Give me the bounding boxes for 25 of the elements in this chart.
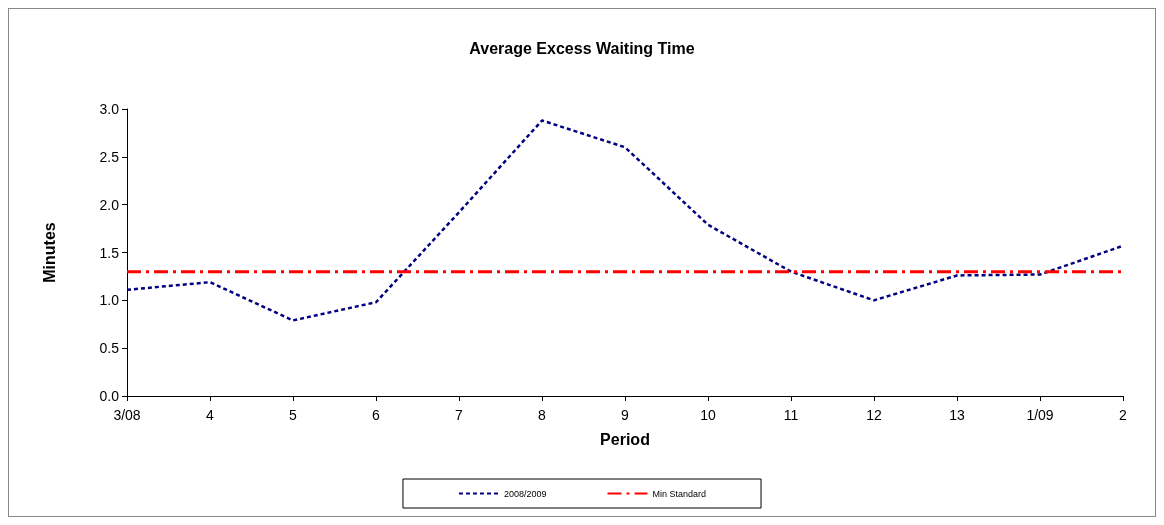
x-tick-label: 8 — [538, 407, 547, 423]
x-tick-label: 10 — [700, 407, 716, 423]
x-tick-label: 7 — [455, 407, 464, 423]
y-tick-label: 0.0 — [99, 388, 120, 404]
y-axis-title: Minutes — [40, 222, 58, 283]
x-axis-title: Period — [600, 430, 650, 448]
x-tick-label: 13 — [949, 407, 965, 423]
y-tick-label: 2.5 — [99, 148, 120, 165]
y-tick-label: 1.0 — [99, 292, 120, 309]
legend-label: 2008/2009 — [503, 488, 547, 499]
x-tick-label: 12 — [866, 407, 882, 423]
y-tick-label: 0.5 — [99, 340, 120, 357]
x-tick-label: 1/09 — [1026, 407, 1054, 423]
y-tick-label: 3.0 — [99, 101, 120, 117]
x-tick-label: 4 — [206, 407, 215, 423]
y-tick-label: 2.0 — [99, 196, 120, 213]
x-tick-label: 5 — [289, 407, 298, 423]
x-tick-label: 9 — [621, 407, 630, 423]
x-tick-label: 6 — [372, 407, 381, 423]
legend-label: Min Standard — [652, 488, 707, 499]
y-tick-label: 1.5 — [99, 244, 120, 261]
x-tick-label: 3/08 — [113, 407, 141, 423]
x-tick-label: 2 — [1119, 407, 1128, 423]
chart-title: Average Excess Waiting Time — [469, 39, 695, 57]
x-tick-label: 11 — [783, 407, 799, 423]
